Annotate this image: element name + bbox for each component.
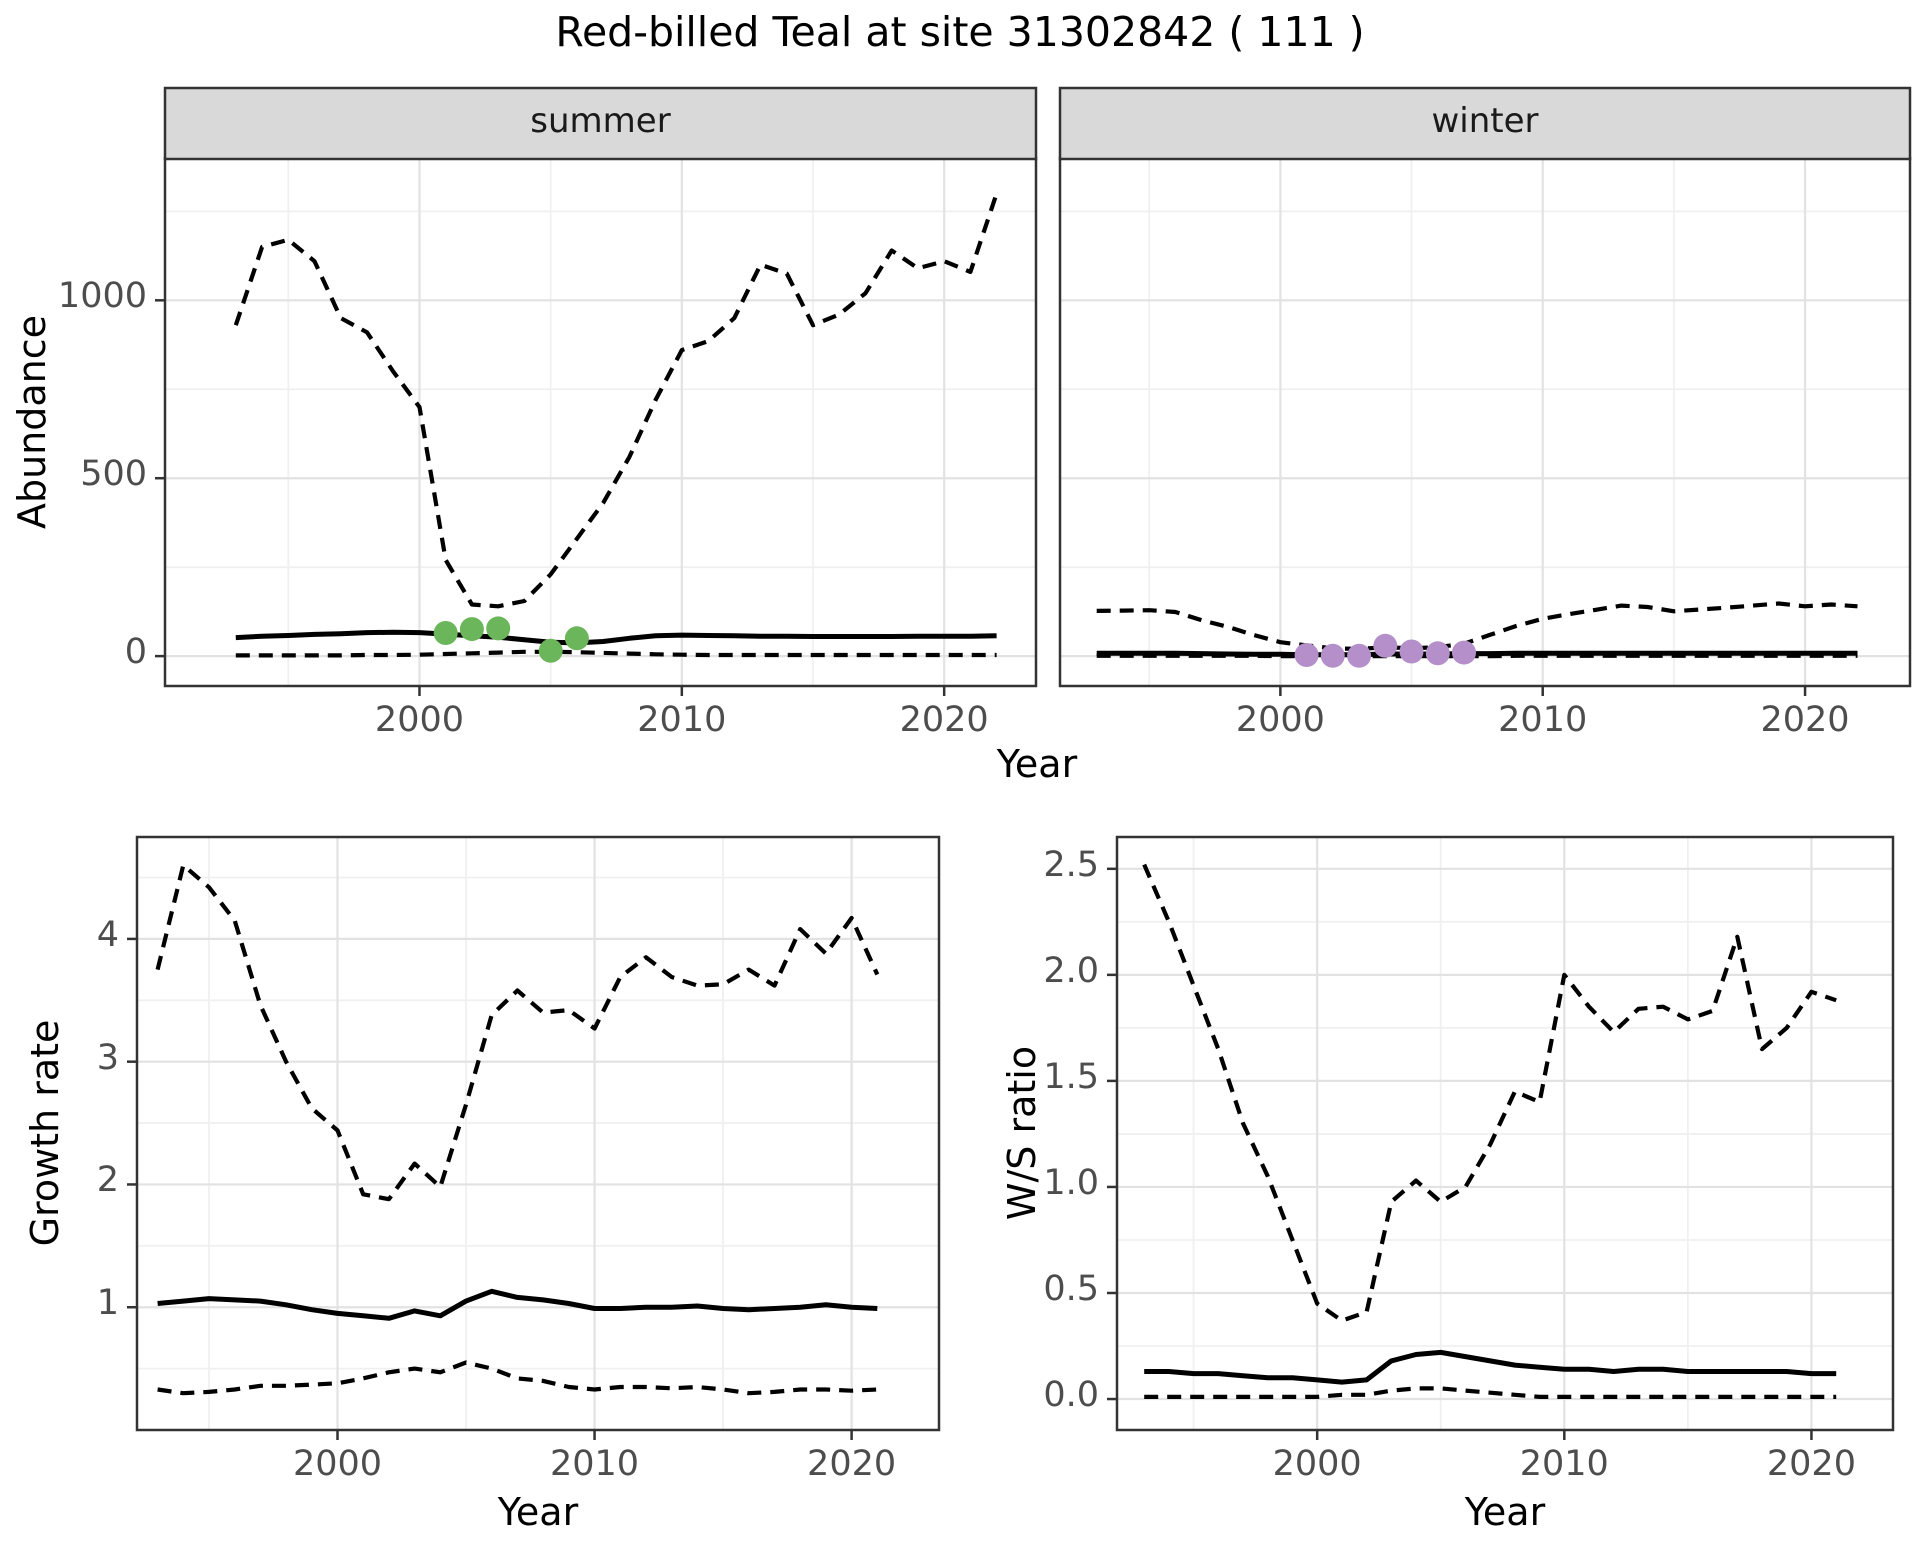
abundance-winter-strip [1058, 86, 1912, 161]
abundance-winter-median-line [1096, 650, 1858, 658]
chart-title: Red-billed Teal at site 31302842 ( 111 ) [555, 8, 1365, 56]
ws-ratio-x-tick-label: 2010 [1519, 1444, 1609, 1484]
abundance-summer-observed-point [459, 617, 484, 642]
abundance-winter-observed-point [1452, 640, 1476, 665]
ws-ratio-x-tick-label: 2020 [1766, 1444, 1856, 1484]
facet-strip-winter: winter [1431, 101, 1539, 141]
ws-ratio-median-line [1144, 1349, 1837, 1385]
abundance-winter-panel-bg [1060, 158, 1910, 686]
abundance-summer-lower_ci-line [235, 649, 997, 658]
ws-ratio-y-tick-label: 0.5 [1043, 1268, 1099, 1309]
abundance-winter-observed-point [1347, 643, 1372, 668]
x-axis-title-year-ws: Year [1464, 1490, 1546, 1534]
abundance-summer-x-tick-label: 2000 [374, 700, 464, 740]
ws-ratio-y-tick-label: 2.0 [1043, 950, 1099, 991]
abundance-winter-observed-point [1425, 641, 1450, 666]
growth-rate-lower_ci-line [157, 1360, 878, 1396]
x-axis-title-year-growth: Year [497, 1490, 579, 1534]
ws-ratio-upper_ci-line [1142, 863, 1837, 1323]
growth-rate-y-tick-label: 4 [96, 914, 119, 955]
abundance-summer-observed-point [486, 616, 511, 641]
ws-ratio-lower_ci-line [1144, 1386, 1837, 1400]
ws-ratio-y-tick-label: 1.0 [1043, 1162, 1099, 1203]
x-axis-title-year-top: Year [996, 742, 1078, 786]
abundance-summer-panel-bg [165, 158, 1036, 686]
abundance-summer-x-tick-label: 2010 [637, 700, 727, 740]
ws-ratio-y-tick-label: 0.0 [1043, 1375, 1099, 1416]
abundance-summer-y-tick-label: 0 [124, 632, 147, 673]
growth-rate-y-tick-label: 3 [96, 1037, 119, 1078]
abundance-winter-observed-point [1320, 643, 1345, 668]
growth-rate-x-tick-label: 2000 [292, 1444, 383, 1484]
abundance-winter-observed-point [1373, 633, 1398, 658]
growth-rate-y-tick-label: 2 [96, 1160, 119, 1201]
abundance-winter-x-tick-label: 2020 [1760, 700, 1850, 740]
abundance-summer-strip [163, 86, 1038, 161]
abundance-winter-x-tick-label: 2010 [1498, 700, 1588, 740]
abundance-winter-x-tick-label: 2000 [1235, 700, 1325, 740]
ws-ratio-x-tick-label: 2000 [1272, 1444, 1362, 1484]
growth-rate-x-tick-label: 2020 [807, 1444, 897, 1484]
abundance-winter-observed-point [1294, 643, 1319, 667]
ws-ratio-y-tick-label: 2.5 [1043, 844, 1099, 885]
ws-ratio-y-tick-label: 1.5 [1043, 1056, 1099, 1097]
abundance-winter-upper_ci-line [1096, 601, 1858, 652]
growth-rate-median-line [157, 1288, 878, 1321]
abundance-summer-observed-point [538, 638, 563, 663]
abundance-summer-y-tick-label: 500 [80, 454, 147, 495]
growth-rate-y-tick-label: 1 [96, 1283, 119, 1324]
y-axis-title-growth-rate: Growth rate [23, 1019, 67, 1247]
abundance-summer-observed-point [433, 621, 458, 645]
abundance-summer-y-tick-label: 1000 [57, 276, 147, 317]
abundance-summer-x-tick-label: 2020 [899, 700, 989, 740]
growth-rate-upper_ci-line [155, 863, 880, 1202]
abundance-summer-upper_ci-line [233, 192, 999, 609]
ws-ratio-panel-border [1115, 835, 1895, 1432]
abundance-summer-observed-point [564, 626, 589, 651]
growth-rate-panel-border [135, 835, 941, 1432]
growth-rate-x-tick-label: 2010 [550, 1444, 640, 1484]
growth-rate-panel-bg [137, 837, 939, 1430]
facet-strip-summer: summer [530, 101, 671, 141]
abundance-winter-observed-point [1399, 639, 1424, 664]
abundance-summer-median-line [235, 629, 997, 646]
